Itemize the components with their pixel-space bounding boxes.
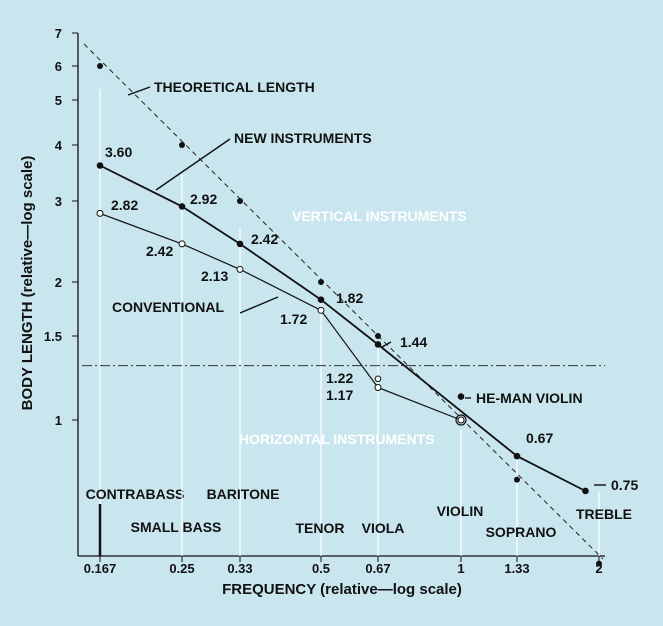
value-label: 0.67 (526, 430, 553, 446)
vertical-region-label: VERTICAL INSTRUMENTS (292, 208, 467, 224)
new-instrument-point (374, 341, 382, 348)
value-label: 1.17 (326, 387, 353, 403)
instrument-label: VIOLIN (437, 503, 484, 519)
y-tick-label: 5 (55, 93, 62, 108)
series-name-conventional: CONVENTIONAL (112, 299, 224, 315)
instrument-label: TREBLE (576, 506, 632, 522)
value-label: 2.42 (251, 231, 278, 247)
theoretical-point (237, 198, 243, 204)
conventional-point (236, 265, 244, 273)
value-label: 2.13 (201, 268, 228, 284)
callout-leader (381, 341, 392, 348)
value-label: 1.22 (326, 370, 353, 386)
theoretical-length-line (83, 43, 604, 560)
value-label: 2.92 (190, 191, 217, 207)
conventional-point (374, 383, 382, 391)
y-tick-label: 7 (55, 26, 62, 41)
conventional-point (457, 416, 465, 424)
theoretical-point (375, 333, 381, 339)
value-label: 1.44 (400, 334, 427, 350)
theoretical-point (318, 279, 324, 285)
new-instrument-point (317, 296, 325, 304)
extra-point (457, 393, 465, 400)
violin-ring-point (455, 414, 467, 426)
new-instrument-point (96, 162, 104, 169)
y-tick-label: 6 (55, 59, 62, 74)
horizontal-region-label: HORIZONTAL INSTRUMENTS (239, 431, 434, 447)
new-instrument-point (236, 240, 244, 248)
instrument-label: CONTRABASS (86, 486, 185, 502)
conventional-point (96, 209, 104, 217)
callout-leader (127, 86, 151, 96)
instrument-label: BARITONE (207, 486, 280, 502)
theoretical-point (97, 63, 103, 69)
y-tick-label: 1.5 (44, 329, 62, 344)
x-tick-label: 0.67 (365, 561, 390, 576)
instrument-label: VIOLA (362, 520, 405, 536)
x-tick-label: 0.33 (227, 561, 252, 576)
instrument-label: SOPRANO (486, 524, 557, 540)
new-instrument-point (582, 487, 589, 495)
y-tick-label: 1 (55, 413, 62, 428)
value-label: 1.72 (280, 311, 307, 327)
x-tick-label: 2 (595, 561, 602, 576)
conventional-point (317, 306, 325, 314)
series-name-theoretical: THEORETICAL LENGTH (154, 79, 315, 95)
value-label: 2.42 (146, 243, 173, 259)
conventional-line (99, 212, 462, 421)
instrument-label: SMALL BASS (131, 519, 222, 535)
value-label: 3.60 (105, 144, 132, 160)
instrument-label: TENOR (296, 520, 345, 536)
x-tick-label: 1 (457, 561, 464, 576)
callout-leader (239, 296, 279, 314)
y-tick-label: 2 (55, 275, 62, 290)
value-label: 2.82 (111, 197, 138, 213)
x-tick-label: 0.25 (169, 561, 194, 576)
callout-leader (155, 138, 231, 191)
theoretical-point (179, 142, 185, 148)
y-axis-title: BODY LENGTH (relative—log scale) (19, 156, 36, 411)
conventional-point (178, 240, 186, 248)
x-axis-title: FREQUENCY (relative—log scale) (222, 581, 462, 598)
new-instrument-point (178, 203, 186, 210)
x-tick-label: 1.33 (504, 561, 529, 576)
theoretical-point (596, 560, 602, 567)
value-label: 0.75 (611, 477, 638, 493)
x-tick-label: 0.167 (84, 561, 117, 576)
theoretical-point (514, 476, 520, 483)
series-name-new: NEW INSTRUMENTS (234, 130, 372, 146)
new-instrument-point (513, 452, 521, 460)
he-man-violin-label: HE-MAN VIOLIN (476, 390, 583, 406)
y-tick-label: 3 (55, 194, 62, 209)
extra-point (374, 375, 382, 383)
value-label: 1.82 (336, 290, 363, 306)
x-tick-label: 0.5 (312, 561, 330, 576)
y-tick-label: 4 (55, 138, 63, 153)
